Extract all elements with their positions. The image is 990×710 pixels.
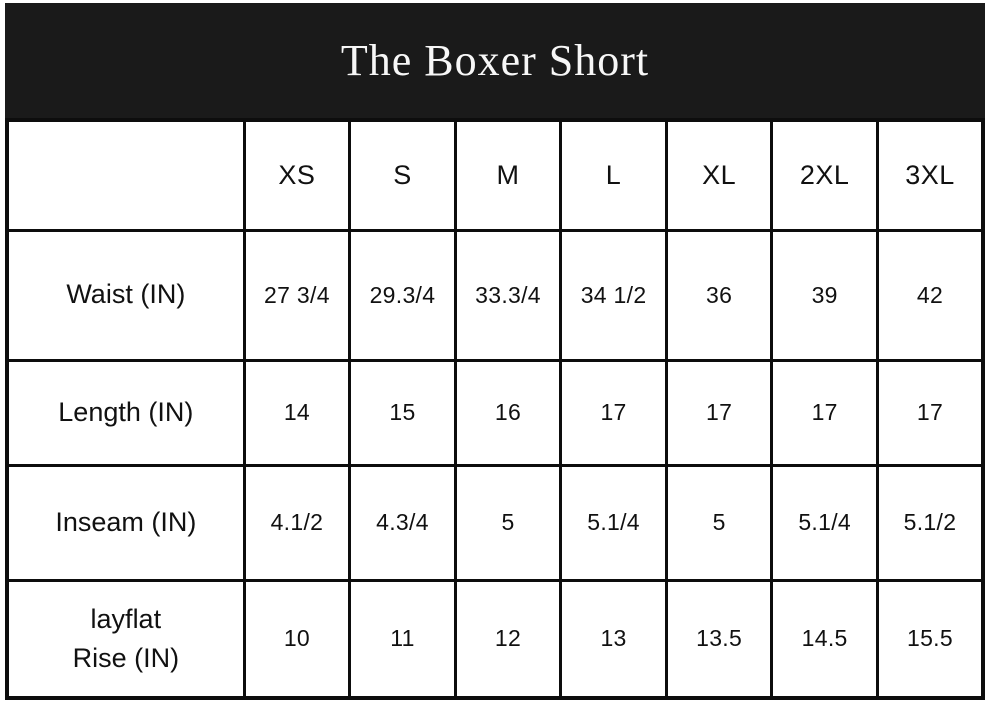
column-header-xl: XL: [664, 118, 774, 232]
length-value-m: 16: [453, 358, 563, 467]
waist-value-l: 34 1/2: [559, 228, 668, 362]
chart-title-bar: The Boxer Short: [5, 3, 985, 118]
table-row-rise: layflat Rise (IN) 10 11 12 13 13.5 14.5 …: [5, 578, 985, 700]
row-label-waist: Waist (IN): [5, 228, 246, 362]
inseam-value-l: 5.1/4: [559, 463, 668, 582]
rise-value-xl: 13.5: [664, 578, 774, 700]
waist-value-3xl: 42: [875, 228, 985, 362]
inseam-value-xs: 4.1/2: [242, 463, 352, 582]
inseam-value-m: 5: [453, 463, 563, 582]
length-value-s: 15: [348, 358, 457, 467]
inseam-value-3xl: 5.1/2: [875, 463, 985, 582]
table-row-waist: Waist (IN) 27 3/4 29.3/4 33.3/4 34 1/2 3…: [5, 228, 985, 362]
corner-cell: [5, 118, 246, 232]
row-label-length: Length (IN): [5, 358, 246, 467]
inseam-value-xl: 5: [664, 463, 774, 582]
rise-value-s: 11: [348, 578, 457, 700]
inseam-value-2xl: 5.1/4: [770, 463, 879, 582]
size-header-row: XS S M L XL 2XL 3XL: [5, 118, 985, 232]
waist-value-xs: 27 3/4: [242, 228, 352, 362]
rise-value-3xl: 15.5: [875, 578, 985, 700]
length-value-2xl: 17: [770, 358, 879, 467]
rise-value-2xl: 14.5: [770, 578, 879, 700]
table-row-length: Length (IN) 14 15 16 17 17 17 17: [5, 358, 985, 467]
column-header-s: S: [348, 118, 457, 232]
waist-value-2xl: 39: [770, 228, 879, 362]
length-value-l: 17: [559, 358, 668, 467]
column-header-l: L: [559, 118, 668, 232]
size-chart-panel: The Boxer Short XS S M L XL 2XL 3XL Wais…: [5, 3, 985, 702]
column-header-xs: XS: [242, 118, 352, 232]
row-label-inseam: Inseam (IN): [5, 463, 246, 582]
length-value-3xl: 17: [875, 358, 985, 467]
waist-value-m: 33.3/4: [453, 228, 563, 362]
row-label-rise: layflat Rise (IN): [5, 578, 246, 700]
inseam-value-s: 4.3/4: [348, 463, 457, 582]
size-table: XS S M L XL 2XL 3XL Waist (IN) 27 3/4 29…: [5, 118, 985, 700]
rise-value-l: 13: [559, 578, 668, 700]
length-value-xs: 14: [242, 358, 352, 467]
rise-value-xs: 10: [242, 578, 352, 700]
length-value-xl: 17: [664, 358, 774, 467]
column-header-2xl: 2XL: [770, 118, 879, 232]
chart-title: The Boxer Short: [340, 36, 650, 85]
column-header-m: M: [453, 118, 563, 232]
waist-value-xl: 36: [664, 228, 774, 362]
rise-value-m: 12: [453, 578, 563, 700]
table-row-inseam: Inseam (IN) 4.1/2 4.3/4 5 5.1/4 5 5.1/4 …: [5, 463, 985, 582]
column-header-3xl: 3XL: [875, 118, 985, 232]
waist-value-s: 29.3/4: [348, 228, 457, 362]
